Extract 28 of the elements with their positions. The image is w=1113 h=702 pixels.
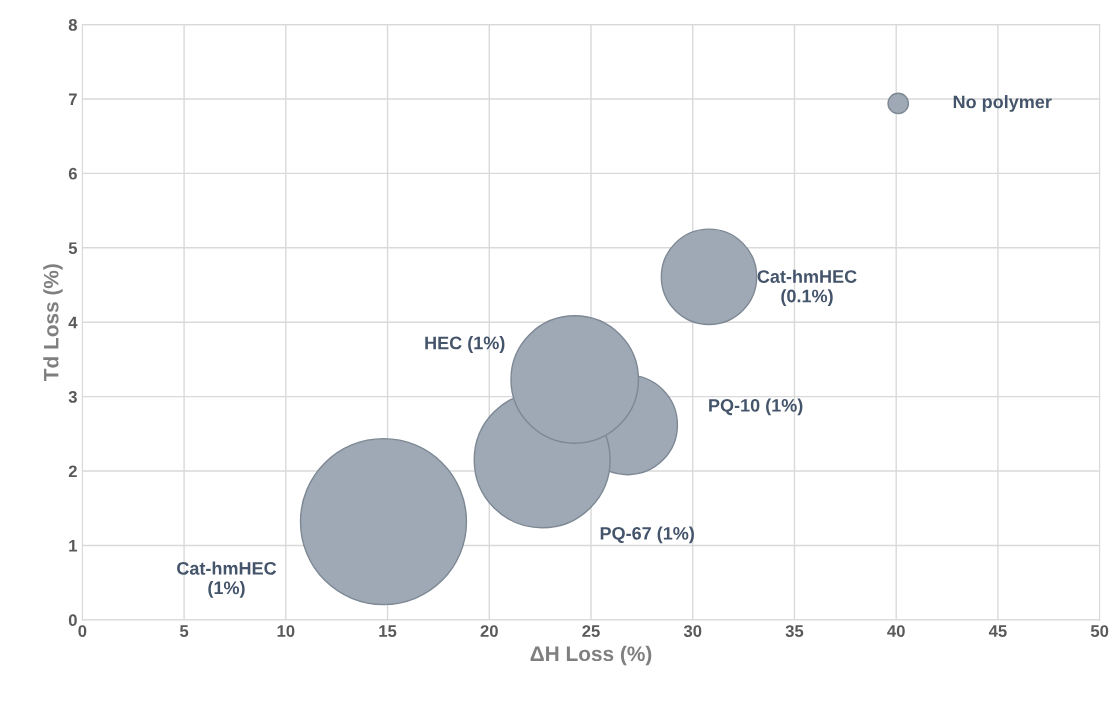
series-label: Cat-hmHEC (1%)	[177, 561, 277, 598]
x-tick-label: 40	[887, 625, 905, 637]
y-tick-label: 1	[69, 540, 78, 552]
y-tick-label: 8	[68, 18, 77, 31]
y-tick-label: 7	[68, 93, 77, 106]
y-tick-label: 6	[68, 167, 77, 180]
text: No polymer	[953, 95, 1052, 112]
x-tick-label: 35	[785, 625, 804, 637]
x-tick-label: 0	[78, 625, 87, 637]
x-tick-label: 10	[277, 625, 295, 637]
series-label: HEC (1%)	[425, 336, 505, 353]
x-tick-label: 50	[1090, 625, 1109, 637]
series-label: Cat-hmHEC (0.1%)	[757, 269, 857, 306]
x-tick-label: 30	[683, 625, 702, 637]
series-label: PQ-67 (1%)	[600, 526, 694, 544]
x-tick-label: 5	[179, 625, 189, 637]
x-tick-label: 15	[379, 625, 397, 637]
series-label: PQ-10 (1%)	[709, 398, 803, 416]
y-tick-label: 2	[68, 465, 77, 478]
y-tick-label: 5	[68, 242, 78, 255]
y-tick-label: 4	[68, 316, 78, 329]
y-tick-label: 0	[68, 614, 77, 627]
y-tick-label: 3	[68, 391, 77, 403]
x-tick-label: 45	[988, 625, 1007, 637]
x-tick-label: 20	[480, 625, 498, 637]
x-tick-label: 25	[582, 625, 600, 637]
x-axis-title: ΔH Loss (%)	[530, 645, 652, 666]
y-axis-title: Td Loss (%)	[43, 264, 63, 382]
